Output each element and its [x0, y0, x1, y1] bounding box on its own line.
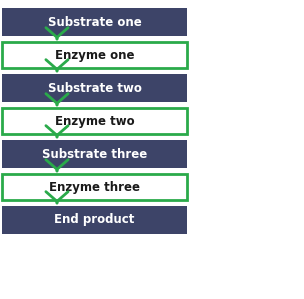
Text: End product: End product [54, 213, 135, 227]
Bar [2, 140, 187, 168]
Text: Substrate two: Substrate two [47, 82, 141, 94]
Text: Enzyme two: Enzyme two [55, 115, 134, 127]
Bar [2, 206, 187, 234]
Text: Substrate three: Substrate three [42, 147, 147, 161]
Bar [2, 8, 187, 36]
Text: Enzyme three: Enzyme three [49, 181, 140, 193]
Text: Substrate one: Substrate one [48, 16, 141, 28]
Text: Enzyme one: Enzyme one [55, 48, 134, 62]
Bar [2, 174, 187, 200]
Bar [2, 108, 187, 134]
Bar [2, 74, 187, 102]
Bar [2, 42, 187, 68]
